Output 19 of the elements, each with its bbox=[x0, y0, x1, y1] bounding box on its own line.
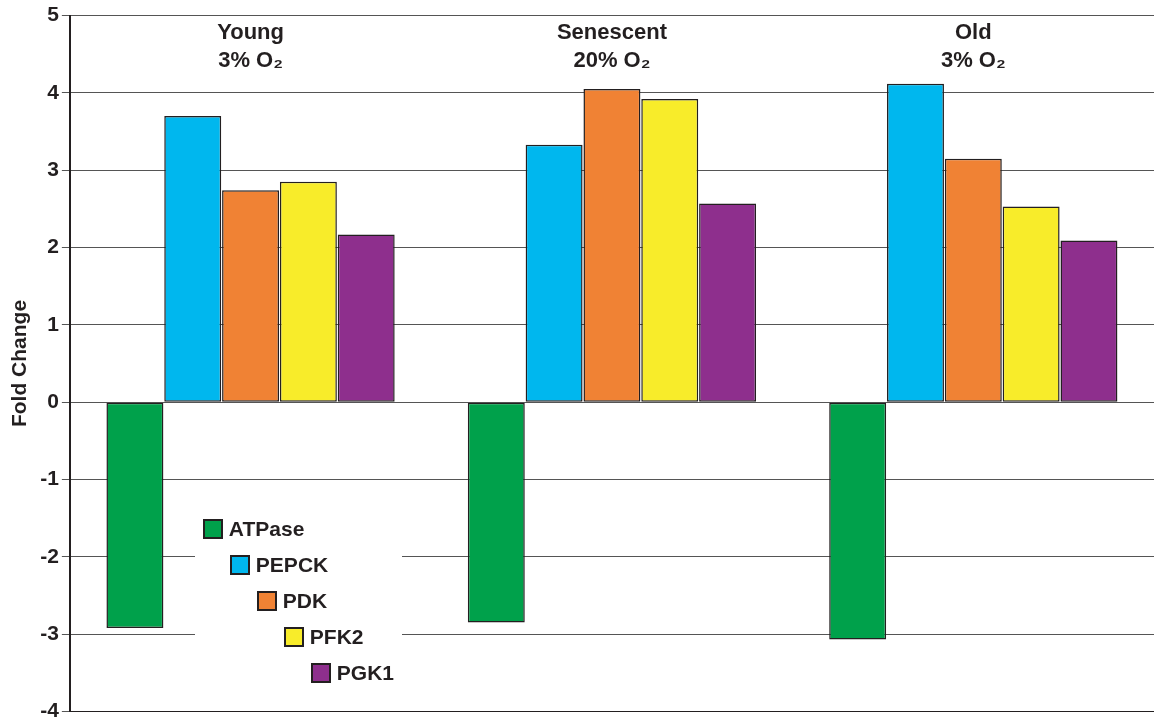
y-tick-label: 3 bbox=[47, 157, 59, 181]
y-tick-label: 0 bbox=[47, 388, 59, 412]
y-tick-label: -1 bbox=[40, 466, 60, 490]
y-tick-label: -2 bbox=[40, 543, 59, 567]
legend-label: PEPCK bbox=[255, 553, 329, 578]
legend-label: PGK1 bbox=[336, 661, 395, 686]
y-axis-title: Fold Change bbox=[7, 299, 31, 428]
y-tick-label: 4 bbox=[47, 79, 60, 103]
y-tick-label: 5 bbox=[47, 2, 60, 26]
x-tick-label: Young 3% O₂ bbox=[217, 18, 284, 72]
y-tick-label: -3 bbox=[40, 620, 59, 644]
legend-label: PDK bbox=[282, 589, 328, 614]
x-tick-label: Old 3% O₂ bbox=[940, 18, 1006, 72]
y-tick-label: -4 bbox=[40, 698, 60, 722]
legend-label: ATPase bbox=[228, 517, 305, 542]
legend-label: PFK2 bbox=[309, 625, 364, 650]
y-tick-label: 2 bbox=[47, 234, 59, 258]
y-tick-label: 1 bbox=[47, 311, 60, 335]
x-tick-label: Senescent 20% O₂ bbox=[556, 18, 668, 72]
